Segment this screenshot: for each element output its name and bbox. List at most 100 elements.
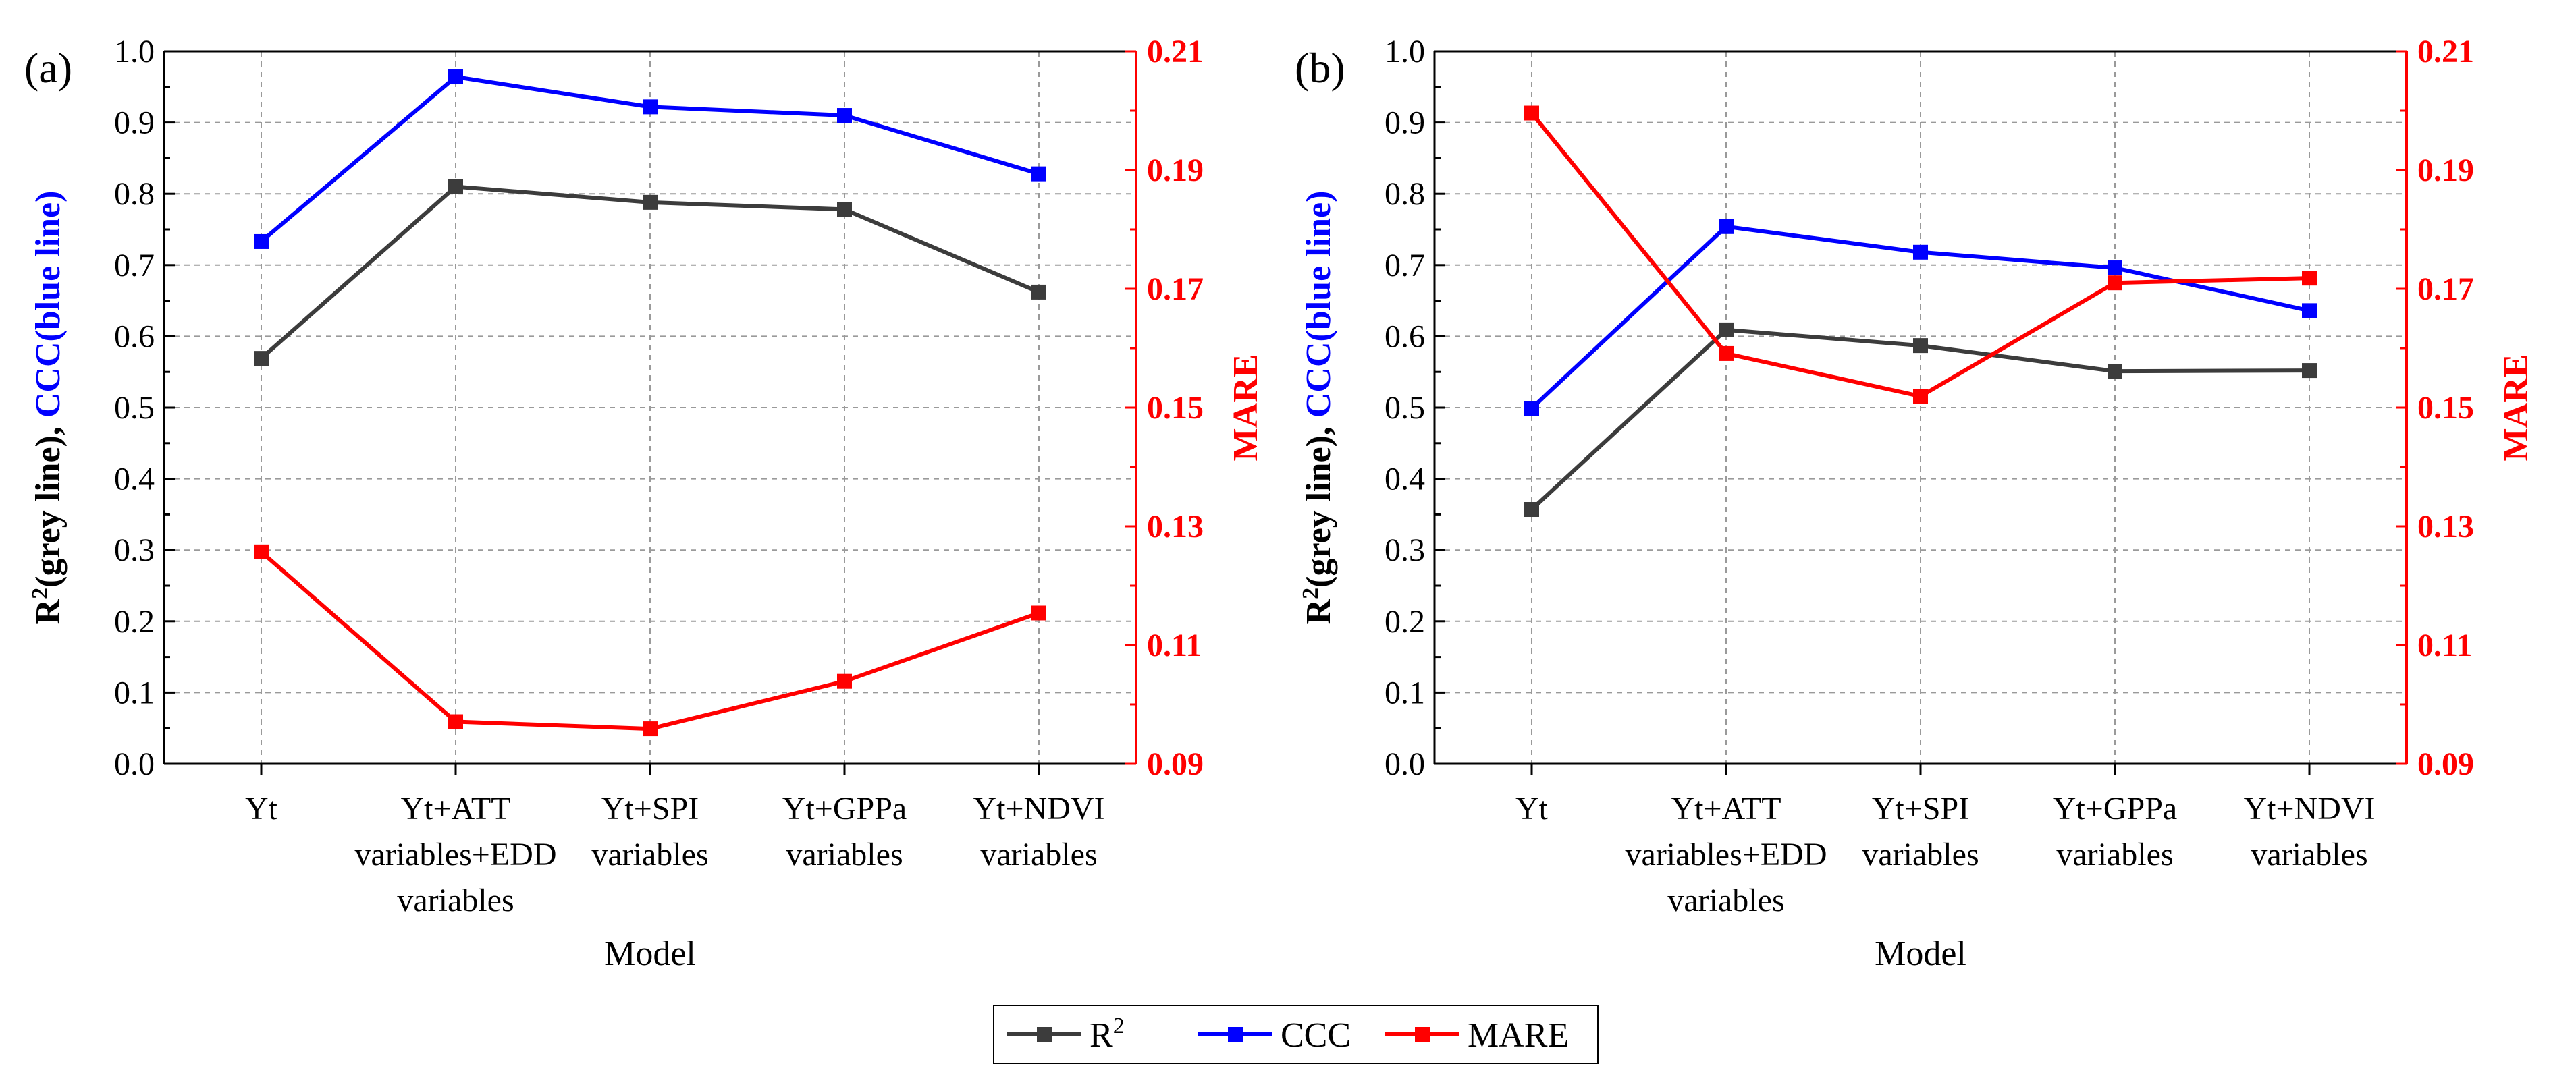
data-point-r2 (254, 351, 269, 366)
y2-tick-label: 0.11 (2417, 628, 2472, 663)
data-point-r2 (837, 202, 852, 217)
y2-tick-label: 0.15 (1147, 390, 1204, 426)
data-point-r2 (448, 179, 463, 194)
data-point-r2 (1031, 284, 1046, 300)
x-tick-label-line: variables (397, 883, 514, 918)
legend-label-superscript: 2 (1113, 1013, 1125, 1038)
x-tick-label: Yt+NDVI variables (2243, 791, 2375, 872)
y2-tick-label: 0.17 (1147, 271, 1204, 307)
x-tick-label-line: Yt (245, 791, 278, 827)
data-point-r2 (2108, 364, 2122, 379)
y-axis-title-part: CCC(blue line) (1299, 191, 1338, 418)
x-tick-label-line: Yt+SPI (1872, 791, 1969, 827)
y-tick-label: 0.2 (114, 604, 155, 640)
x-tick-label-line: variables (980, 837, 1097, 872)
legend-marker-r2 (1037, 1027, 1052, 1042)
y2-tick-label: 0.17 (2417, 271, 2474, 307)
panel-label: (a) (24, 44, 72, 92)
y-tick-label: 0.7 (1385, 248, 1425, 283)
y2-axis-title: MARE (1227, 354, 1265, 462)
x-tick-label: Yt+GPPa variables (782, 791, 907, 872)
x-tick-label: Yt+NDVI variables (973, 791, 1104, 872)
x-axis-title: Model (604, 935, 696, 973)
y-tick-label: 0.9 (114, 105, 155, 141)
y-tick-label: 1.0 (1385, 34, 1425, 69)
data-point-ccc (2108, 260, 2122, 276)
panel-label: (b) (1295, 44, 1345, 92)
x-tick-label-line: variables+EDD (1626, 837, 1827, 872)
y-axis-title: R2(grey line), CCC(blue line) (28, 191, 68, 625)
y2-axis-title: MARE (2497, 354, 2535, 462)
y2-tick-label: 0.15 (2417, 390, 2474, 426)
data-point-mare (837, 673, 852, 689)
chart-panel-a: 0.0 0.1 0.2 0.3 0.4 0.5 0.6 0.7 0.8 0.9 1.0 0.09 0.1… (24, 34, 1265, 973)
y-tick-label: 0.8 (114, 176, 155, 212)
data-point-mare (254, 544, 269, 559)
data-point-r2 (1524, 502, 1539, 518)
y-tick-label: 0.3 (1385, 532, 1425, 568)
y-tick-label: 1.0 (114, 34, 155, 69)
y-tick-label: 0.5 (114, 390, 155, 426)
y-tick-label: 0.4 (1385, 462, 1425, 497)
data-point-ccc (837, 108, 852, 123)
y2-tick-label: 0.19 (1147, 152, 1204, 188)
y-axis-title-part: 2 (28, 588, 53, 599)
x-tick-label: Yt+SPI variables (1862, 791, 1979, 872)
legend-marker-mare (1415, 1027, 1430, 1042)
chart-panel-b: 0.0 0.1 0.2 0.3 0.4 0.5 0.6 0.7 0.8 0.9 1.0 0.09 0.1… (1295, 34, 2535, 973)
x-tick-label: Yt+ATT variables+EDD variables (1626, 791, 1827, 918)
data-point-ccc (643, 99, 658, 115)
y-axis-title-part: R (1299, 598, 1338, 624)
y-tick-label: 0.3 (114, 532, 155, 568)
data-point-ccc (1719, 219, 1734, 234)
x-tick-label-line: Yt+SPI (601, 791, 699, 827)
x-tick-label: Yt+ATT variables+EDD variables (355, 791, 557, 918)
y2-tick-label: 0.11 (1147, 628, 1202, 663)
data-point-ccc (448, 69, 463, 85)
x-tick-label-line: Yt+NDVI (973, 791, 1104, 827)
data-point-mare (2108, 275, 2122, 291)
data-point-mare (448, 714, 463, 729)
x-tick-label-line: Yt (1515, 791, 1549, 827)
y-tick-label: 0.0 (114, 746, 155, 782)
x-tick-label-line: Yt+ATT (400, 791, 510, 827)
x-tick-label-line: Yt+ATT (1671, 791, 1781, 827)
gridlines (164, 51, 1136, 764)
y2-tick-label: 0.09 (1147, 746, 1204, 782)
data-point-ccc (1031, 166, 1046, 182)
y-tick-label: 0.7 (114, 248, 155, 283)
y-axis-title-part: 2 (1298, 588, 1323, 599)
x-tick-label-line: variables (786, 837, 903, 872)
x-tick-label-line: variables (2056, 837, 2173, 872)
y-tick-label: 0.6 (114, 318, 155, 354)
legend-label-ccc: CCC (1281, 1016, 1351, 1055)
y-axis-title: R2(grey line), CCC(blue line) (1298, 191, 1338, 625)
x-tick-label-line: Yt+NDVI (2243, 791, 2375, 827)
x-tick-label-line: variables (591, 837, 708, 872)
x-tick-label: Yt (245, 791, 278, 827)
x-axis-title: Model (1875, 935, 1966, 973)
x-tick-label-line: variables (1862, 837, 1979, 872)
chart-panels: 0.0 0.1 0.2 0.3 0.4 0.5 0.6 0.7 0.8 0.9 1.0 0.09 0.1… (24, 34, 2535, 973)
x-tick-label-line: Yt+GPPa (782, 791, 907, 827)
x-tick-label-line: Yt+GPPa (2053, 791, 2177, 827)
x-tick-label: Yt+SPI variables (591, 791, 708, 872)
data-point-mare (1913, 389, 1928, 404)
data-point-r2 (2302, 363, 2317, 379)
legend: R2 CCC MARE (993, 1005, 1599, 1064)
y-tick-label: 0.5 (1385, 390, 1425, 426)
x-tick-label-line: variables (2251, 837, 2367, 872)
x-tick-label: Yt+GPPa variables (2053, 791, 2177, 872)
y-tick-label: 0.2 (1385, 604, 1425, 640)
y2-tick-label: 0.21 (2417, 34, 2474, 69)
y-tick-label: 0.9 (1385, 105, 1425, 141)
y2-tick-label: 0.13 (2417, 509, 2474, 545)
series-line-r2 (260, 184, 1040, 360)
x-tick-label-line: variables+EDD (355, 837, 557, 872)
data-point-mare (643, 721, 658, 737)
y2-tick-label: 0.13 (1147, 509, 1204, 545)
y-tick-label: 0.1 (1385, 675, 1425, 711)
y2-tick-label: 0.09 (2417, 746, 2474, 782)
y-tick-label: 0.6 (1385, 318, 1425, 354)
